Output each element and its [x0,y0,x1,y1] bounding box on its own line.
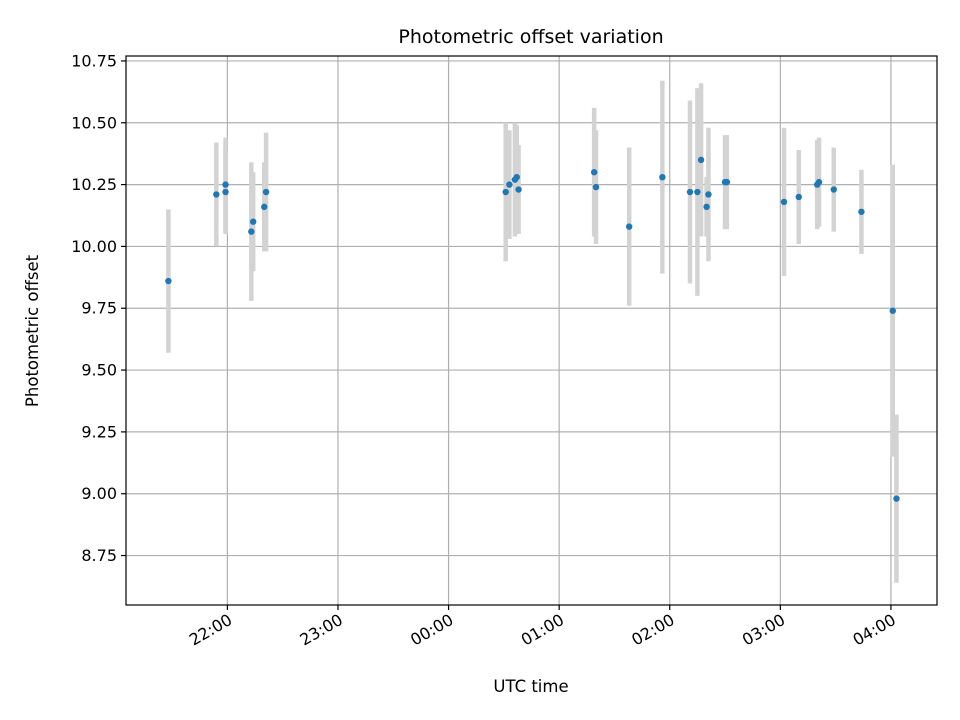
data-point [213,191,220,198]
data-point [261,203,268,211]
data-point [513,173,520,181]
y-tick-label: 10.00 [71,237,117,256]
data-point [222,181,229,188]
grid [126,56,937,605]
data-point [703,203,710,211]
data-point [248,228,255,235]
data-point [889,307,896,314]
data-point [815,178,823,186]
chart-title: Photometric offset variation [398,26,663,48]
data-point [858,208,865,215]
y-tick-label: 9.00 [81,484,117,503]
y-tick-label: 8.75 [81,546,117,565]
y-tick-label: 10.25 [71,175,117,194]
data-point [686,188,694,196]
data-point [249,218,257,225]
data-point [515,186,522,193]
data-points [165,156,900,502]
data-point [659,173,666,181]
y-tick-label: 10.50 [71,113,117,132]
data-point [694,188,701,196]
y-axis-label: Photometric offset [23,254,42,407]
data-point [893,495,900,502]
x-axis-label: UTC time [493,677,568,696]
y-tick-label: 9.75 [81,299,117,318]
data-point [723,178,731,186]
plot-area [126,56,937,605]
data-point [795,193,802,201]
y-tick-label: 9.25 [81,422,117,441]
data-point [262,188,270,196]
data-point [506,181,513,188]
data-point [780,198,788,206]
data-point [502,188,509,196]
y-tick-label: 9.50 [81,361,117,380]
plot-frame [125,55,938,606]
data-point [590,169,598,176]
data-point [592,183,600,191]
data-point [705,191,712,198]
data-point [830,186,837,193]
data-point [625,223,633,230]
data-point [165,277,172,285]
data-point [222,188,229,196]
data-point [697,156,705,164]
y-tick-label: 10.75 [71,51,117,70]
